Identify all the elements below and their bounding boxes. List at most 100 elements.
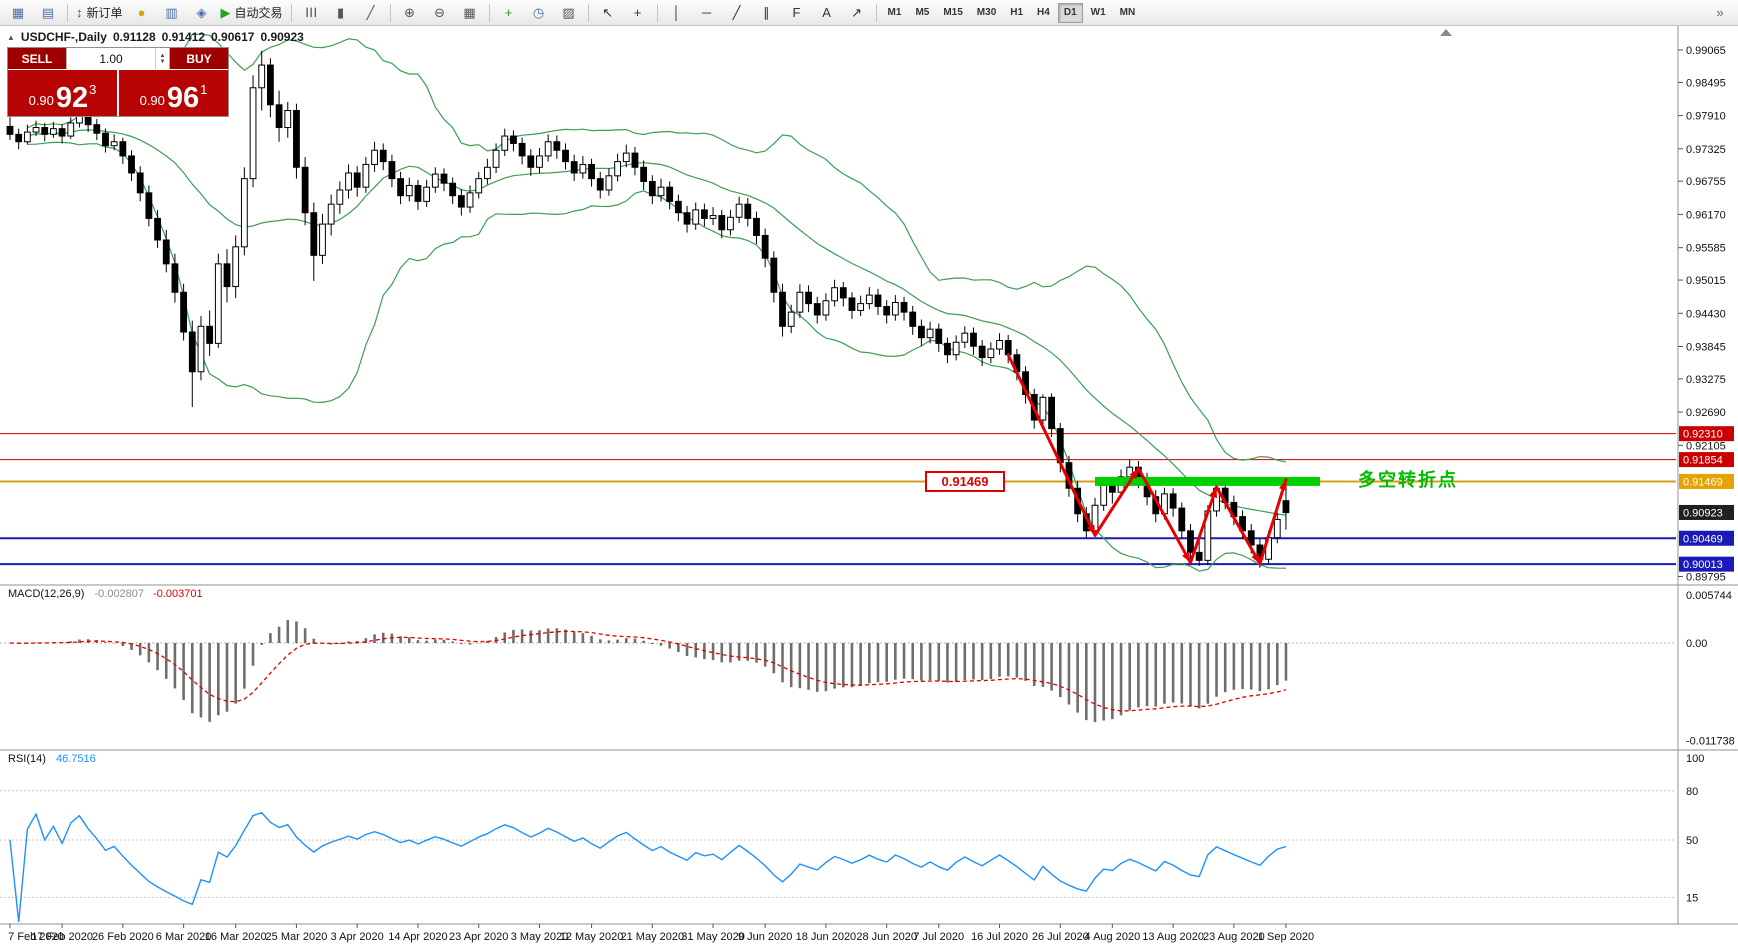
volume-input[interactable]: 1.00	[99, 51, 123, 66]
text-label-icon: A	[822, 5, 831, 20]
timeframe-h1-button[interactable]: H1	[1010, 6, 1024, 18]
rsi-name: RSI(14)	[8, 753, 46, 765]
svg-text:28 Jun 2020: 28 Jun 2020	[856, 931, 917, 943]
timeframe-m1-button[interactable]: M1	[887, 6, 902, 18]
tile-windows-icon: ▦	[463, 5, 476, 20]
indicators-button[interactable]: +	[494, 1, 524, 25]
toolbar-separator	[67, 3, 68, 22]
navigator-button[interactable]: ◈	[187, 1, 217, 25]
svg-text:0.98495: 0.98495	[1686, 77, 1726, 89]
templates-button[interactable]: ▨	[554, 1, 584, 25]
collapse-triangle-icon[interactable]: ▲	[7, 32, 15, 42]
toolbar-timeframes-group: M1 M5 M15 M30 H1 H4 D1 W1 MN	[881, 0, 1143, 26]
svg-text:0.91854: 0.91854	[1683, 455, 1723, 467]
horizontal-line-icon: ─	[701, 5, 712, 20]
toolbar-separator	[488, 3, 490, 22]
timeframe-m30-button[interactable]: M30	[976, 6, 997, 18]
one-click-trading-panel: SELL 1.00 ▲ ▼ BUY 0.90 92 3 0.90 96 1	[7, 47, 229, 117]
svg-text:13 Aug 2020: 13 Aug 2020	[1142, 931, 1204, 943]
timeframe-m15-button[interactable]: M15	[943, 6, 963, 18]
svg-text:17 Feb 2020: 17 Feb 2020	[31, 931, 93, 943]
timeframe-w1-button[interactable]: W1	[1090, 6, 1106, 18]
vertical-line-button[interactable]: │	[662, 1, 692, 25]
svg-text:100: 100	[1686, 753, 1704, 765]
svg-text:0.90469: 0.90469	[1683, 533, 1723, 545]
svg-text:0.95585: 0.95585	[1686, 243, 1726, 255]
crosshair-icon: +	[633, 5, 642, 20]
svg-text:-0.011738: -0.011738	[1686, 736, 1735, 748]
horizontal-line-button[interactable]: ─	[692, 1, 722, 25]
svg-text:0.91469: 0.91469	[1683, 476, 1723, 488]
svg-text:0.89795: 0.89795	[1686, 572, 1726, 584]
turning-point-annotation[interactable]: 多空转折点	[1358, 470, 1458, 490]
chart-profiles-button[interactable]: ▤	[33, 1, 63, 25]
text-label-button[interactable]: A	[812, 1, 842, 25]
line-chart-button[interactable]: ╱	[356, 1, 386, 25]
new-chart-icon: ▦	[11, 5, 25, 20]
market-watch-button[interactable]: ●	[127, 1, 157, 25]
data-window-icon: ▥	[165, 5, 178, 20]
macd-value-signal: -0.003701	[153, 588, 203, 600]
svg-text:0.96170: 0.96170	[1686, 209, 1726, 221]
svg-text:0.90013: 0.90013	[1683, 559, 1723, 571]
templates-icon: ▨	[562, 5, 575, 20]
toolbar: ▦ ▤ ↕ 新订单 ● ▥ ◈ ▶ 自动交易 ☰ ▮ ╱ ⊕ ⊖ ▦ + ◷ ▨ ↖ + │ ─ ╱ ∥ F A ↗ M1 M5 M15…	[0, 0, 1738, 26]
arrows-button[interactable]: ↗	[842, 1, 872, 25]
candlestick-chart-button[interactable]: ▮	[326, 1, 356, 25]
ohlc-close: 0.90923	[260, 30, 304, 44]
svg-text:0.97325: 0.97325	[1686, 144, 1726, 156]
volume-box: 1.00 ▲ ▼	[66, 48, 170, 69]
sell-price-button[interactable]: 0.90 92 3	[8, 70, 117, 116]
fibonacci-button[interactable]: F	[782, 1, 812, 25]
svg-text:3 May 2020: 3 May 2020	[511, 931, 568, 943]
toolbar-standard-group: ▦ ▤ ↕ 新订单 ● ▥ ◈ ▶ 自动交易 ☰ ▮ ╱ ⊕ ⊖ ▦ + ◷ ▨ ↖ + │ ─ ╱ ∥ F A ↗	[3, 0, 881, 26]
symbol-name: USDCHF-,Daily	[20, 30, 107, 44]
svg-text:0.92105: 0.92105	[1686, 440, 1726, 452]
bar-chart-icon: ☰	[303, 6, 319, 19]
chart-shift-marker[interactable]	[1440, 29, 1452, 36]
new-order-button[interactable]: ↕ 新订单	[72, 1, 127, 25]
toolbar-overflow-button[interactable]: »	[1705, 1, 1735, 25]
tile-windows-button[interactable]: ▦	[455, 1, 485, 25]
data-window-button[interactable]: ▥	[157, 1, 187, 25]
timeframe-d1-button[interactable]: D1	[1057, 2, 1083, 23]
equidistant-channel-button[interactable]: ∥	[752, 1, 782, 25]
toolbar-overflow-icon: »	[1716, 5, 1724, 20]
timeframe-m5-button[interactable]: M5	[915, 6, 930, 18]
zoom-in-icon: ⊕	[404, 5, 415, 20]
sell-button[interactable]: SELL	[8, 48, 66, 69]
svg-text:16 Jul 2020: 16 Jul 2020	[971, 931, 1028, 943]
chart-profiles-icon: ▤	[41, 5, 55, 20]
svg-text:6 Mar 2020: 6 Mar 2020	[156, 931, 212, 943]
volume-down-icon[interactable]: ▼	[159, 58, 166, 65]
vertical-line-icon: │	[672, 5, 681, 20]
line-chart-icon: ╱	[366, 5, 375, 20]
crosshair-button[interactable]: +	[623, 1, 653, 25]
ohlc-open: 0.91128	[112, 30, 156, 44]
toolbar-separator	[875, 3, 877, 22]
auto-trading-button[interactable]: ▶ 自动交易	[217, 1, 287, 25]
timeframe-mn-button[interactable]: MN	[1119, 6, 1136, 18]
buy-button[interactable]: BUY	[170, 48, 228, 69]
svg-text:1 Sep 2020: 1 Sep 2020	[1258, 931, 1314, 943]
bar-chart-button[interactable]: ☰	[296, 1, 326, 25]
volume-up-icon[interactable]: ▲	[159, 52, 166, 59]
trendline-button[interactable]: ╱	[722, 1, 752, 25]
ohlc-low: 0.90617	[211, 30, 255, 44]
rsi-indicator-label: RSI(14) 46.7516	[8, 753, 96, 765]
price-level-flag[interactable]: 0.91469	[925, 471, 1005, 492]
buy-price-button[interactable]: 0.90 96 1	[119, 70, 228, 116]
periods-button[interactable]: ◷	[524, 1, 554, 25]
buy-price-pips: 96	[166, 82, 200, 115]
periods-icon: ◷	[532, 5, 545, 20]
svg-text:0.93845: 0.93845	[1686, 341, 1726, 353]
new-chart-button[interactable]: ▦	[3, 1, 33, 25]
cursor-button[interactable]: ↖	[593, 1, 623, 25]
zoom-in-button[interactable]: ⊕	[395, 1, 425, 25]
zoom-out-button[interactable]: ⊖	[425, 1, 455, 25]
svg-text:0.92690: 0.92690	[1686, 407, 1726, 419]
timeframe-h4-button[interactable]: H4	[1037, 6, 1050, 18]
svg-text:0.90923: 0.90923	[1683, 507, 1723, 519]
ohlc-high: 0.91412	[161, 30, 206, 44]
